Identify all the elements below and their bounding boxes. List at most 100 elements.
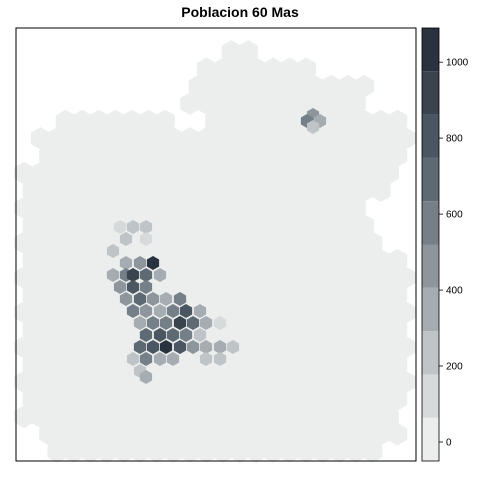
hex-cell-value bbox=[159, 340, 173, 354]
hex-cell bbox=[387, 144, 408, 168]
hex-cell bbox=[238, 40, 258, 63]
hex-cell-value bbox=[139, 232, 153, 246]
hex-cell bbox=[263, 440, 283, 463]
hex-cell-value bbox=[199, 352, 213, 366]
hex-cell-value bbox=[113, 220, 127, 234]
hex-cell-value bbox=[139, 370, 153, 384]
hex-cell-value bbox=[139, 220, 153, 234]
colorbar-bin bbox=[422, 28, 439, 72]
hex-cell bbox=[313, 440, 333, 463]
colorbar-tick-label: 400 bbox=[446, 286, 463, 297]
colorbar-tick-label: 1000 bbox=[446, 58, 469, 69]
hex-cell-value bbox=[193, 328, 207, 342]
hex-cell bbox=[346, 92, 366, 115]
hex-cell bbox=[396, 335, 416, 359]
hex-cell bbox=[346, 440, 366, 463]
hex-cell-value bbox=[126, 304, 140, 318]
hex-cell bbox=[362, 231, 383, 255]
hex-cell-value bbox=[153, 352, 167, 366]
colorbar-bin bbox=[422, 331, 439, 375]
colorbar bbox=[421, 27, 440, 462]
hex-cell bbox=[396, 370, 416, 394]
hex-cell-value bbox=[119, 256, 133, 270]
hex-cell-value bbox=[186, 316, 200, 330]
hex-cell-value bbox=[159, 292, 173, 306]
hex-cell bbox=[163, 440, 184, 463]
hex-cell-value bbox=[306, 120, 320, 134]
hex-cell-value bbox=[166, 304, 180, 318]
hex-cell bbox=[379, 161, 399, 185]
hex-cell bbox=[64, 440, 84, 463]
hex-cell bbox=[155, 109, 175, 133]
hex-cell-value bbox=[153, 328, 167, 342]
hex-cell bbox=[396, 301, 416, 324]
hex-cell-value bbox=[139, 328, 153, 342]
colorbar-bin bbox=[422, 244, 439, 288]
hex-cell bbox=[354, 214, 375, 237]
hex-cell-value bbox=[113, 280, 127, 294]
hex-cell bbox=[387, 109, 408, 133]
hex-cell bbox=[329, 440, 350, 463]
hex-cell bbox=[14, 405, 34, 429]
colorbar-tick-label: 200 bbox=[446, 362, 463, 373]
hexbin-value-cells bbox=[106, 108, 327, 384]
hex-cell bbox=[296, 57, 316, 81]
hex-cell-value bbox=[146, 316, 160, 330]
hex-cell bbox=[147, 440, 167, 463]
hex-cell bbox=[246, 440, 267, 463]
colorbar-frame bbox=[421, 27, 440, 462]
hex-cell-value bbox=[179, 304, 193, 318]
hex-cell bbox=[230, 440, 250, 463]
hex-cell-value bbox=[133, 316, 147, 330]
hex-cell-value bbox=[186, 340, 200, 354]
hex-cell-value bbox=[226, 340, 240, 354]
colorbar-ticks: 0 200 400 600 800 1000 bbox=[439, 58, 469, 449]
hex-cell-value bbox=[119, 232, 133, 246]
hex-cell bbox=[196, 440, 217, 463]
hex-cell-value bbox=[146, 256, 160, 270]
hex-cell bbox=[279, 440, 300, 463]
colorbar-bin bbox=[422, 71, 439, 115]
hex-cell bbox=[80, 440, 101, 463]
colorbar-bin bbox=[422, 417, 439, 461]
colorbar-bin bbox=[422, 287, 439, 332]
hex-cell-value bbox=[173, 292, 187, 306]
hex-cell-value bbox=[166, 352, 180, 366]
hex-cell-value bbox=[173, 316, 187, 330]
plot-frame bbox=[15, 27, 417, 462]
hex-cell-value bbox=[119, 292, 133, 306]
hex-cell bbox=[113, 440, 134, 463]
colorbar-bin bbox=[422, 114, 439, 158]
hex-cell-value bbox=[133, 292, 147, 306]
hex-cell-value bbox=[126, 220, 140, 234]
hex-cell-value bbox=[139, 268, 153, 282]
colorbar-bin bbox=[422, 374, 439, 418]
hex-cell-value bbox=[106, 268, 120, 282]
hex-cell-value bbox=[213, 352, 227, 366]
hex-cell-value bbox=[133, 256, 147, 270]
hex-cell bbox=[213, 440, 233, 463]
hex-cell bbox=[180, 440, 200, 463]
hex-cell-value bbox=[179, 328, 193, 342]
hex-cell bbox=[130, 440, 150, 463]
hex-cell-value bbox=[199, 316, 213, 330]
hex-cell-value bbox=[199, 340, 213, 354]
hex-cell bbox=[47, 440, 67, 463]
hex-cell-value bbox=[146, 292, 160, 306]
hex-cell-value bbox=[213, 340, 227, 354]
hex-cell bbox=[387, 318, 408, 342]
hex-cell-value bbox=[166, 328, 180, 342]
hex-cell bbox=[396, 127, 416, 150]
hex-cell-value bbox=[106, 244, 120, 258]
hex-cell-value bbox=[213, 316, 227, 330]
hex-cell-value bbox=[139, 280, 153, 294]
colorbar-bin bbox=[422, 201, 439, 245]
colorbar-tick-label: 800 bbox=[446, 134, 463, 145]
hex-cell-value bbox=[193, 304, 207, 318]
hex-cell bbox=[354, 74, 375, 98]
hex-cell bbox=[346, 196, 366, 220]
hex-cell bbox=[387, 283, 408, 307]
hex-cell bbox=[387, 422, 408, 446]
colorbar-tick-label: 600 bbox=[446, 210, 463, 221]
